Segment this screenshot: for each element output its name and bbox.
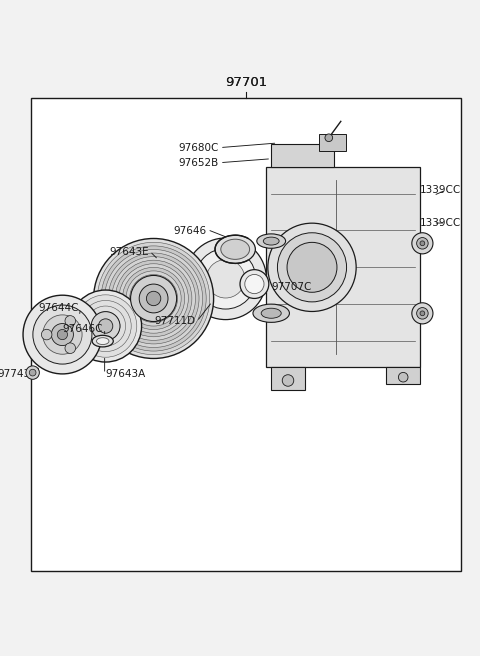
Ellipse shape	[146, 291, 161, 306]
Ellipse shape	[101, 246, 206, 351]
Text: 97643A: 97643A	[106, 369, 146, 379]
Text: 97701: 97701	[225, 75, 267, 89]
Text: 97680C: 97680C	[178, 142, 218, 153]
Ellipse shape	[85, 306, 126, 346]
Ellipse shape	[282, 375, 294, 386]
Ellipse shape	[122, 268, 185, 329]
Text: 97701: 97701	[225, 75, 267, 89]
Polygon shape	[386, 367, 420, 384]
Polygon shape	[271, 367, 305, 390]
Ellipse shape	[43, 315, 82, 354]
Ellipse shape	[412, 233, 433, 254]
Ellipse shape	[325, 134, 333, 142]
Ellipse shape	[253, 304, 289, 322]
Text: 97707C: 97707C	[271, 282, 312, 293]
Ellipse shape	[26, 366, 39, 379]
Text: 97743A: 97743A	[0, 369, 37, 379]
Ellipse shape	[98, 319, 113, 333]
Ellipse shape	[417, 308, 428, 319]
Text: 97646C: 97646C	[63, 324, 103, 335]
Ellipse shape	[70, 290, 142, 362]
Ellipse shape	[91, 312, 120, 340]
Ellipse shape	[119, 264, 188, 333]
Ellipse shape	[185, 238, 266, 319]
Ellipse shape	[51, 323, 73, 346]
Ellipse shape	[105, 249, 203, 348]
Ellipse shape	[261, 308, 281, 318]
Ellipse shape	[240, 270, 269, 298]
Bar	[31, 98, 461, 571]
Ellipse shape	[287, 242, 337, 293]
Ellipse shape	[65, 343, 75, 354]
Ellipse shape	[257, 234, 286, 248]
Text: 1339CC: 1339CC	[420, 218, 461, 228]
Ellipse shape	[206, 260, 245, 298]
Ellipse shape	[23, 295, 102, 374]
Ellipse shape	[130, 274, 178, 323]
Ellipse shape	[126, 271, 181, 326]
Text: 97646: 97646	[173, 226, 206, 236]
Ellipse shape	[74, 295, 137, 358]
Ellipse shape	[398, 373, 408, 382]
Ellipse shape	[245, 274, 264, 294]
Ellipse shape	[420, 241, 425, 246]
Ellipse shape	[195, 249, 256, 309]
Ellipse shape	[277, 233, 347, 302]
Ellipse shape	[221, 239, 250, 259]
Ellipse shape	[65, 316, 75, 326]
Text: 1339CC: 1339CC	[420, 185, 461, 195]
Ellipse shape	[268, 223, 356, 312]
Ellipse shape	[94, 239, 214, 358]
Ellipse shape	[412, 303, 433, 324]
Bar	[271, 144, 334, 167]
Ellipse shape	[420, 311, 425, 316]
Ellipse shape	[57, 329, 68, 340]
Ellipse shape	[29, 369, 36, 376]
Ellipse shape	[91, 312, 120, 340]
Ellipse shape	[108, 253, 199, 344]
Ellipse shape	[115, 260, 192, 337]
Text: 97644C: 97644C	[39, 303, 79, 314]
Ellipse shape	[80, 300, 131, 352]
Ellipse shape	[215, 235, 255, 264]
Bar	[319, 134, 346, 151]
Ellipse shape	[97, 242, 210, 355]
Ellipse shape	[264, 237, 279, 245]
Text: 97711D: 97711D	[155, 316, 196, 327]
Ellipse shape	[139, 284, 168, 313]
Ellipse shape	[112, 256, 195, 340]
Ellipse shape	[41, 329, 52, 340]
Ellipse shape	[417, 237, 428, 249]
Text: 97643E: 97643E	[109, 247, 149, 257]
Bar	[266, 167, 420, 367]
Ellipse shape	[33, 305, 92, 364]
Ellipse shape	[131, 276, 177, 321]
Ellipse shape	[92, 335, 113, 347]
Ellipse shape	[96, 338, 109, 344]
Text: 97652B: 97652B	[178, 157, 218, 168]
